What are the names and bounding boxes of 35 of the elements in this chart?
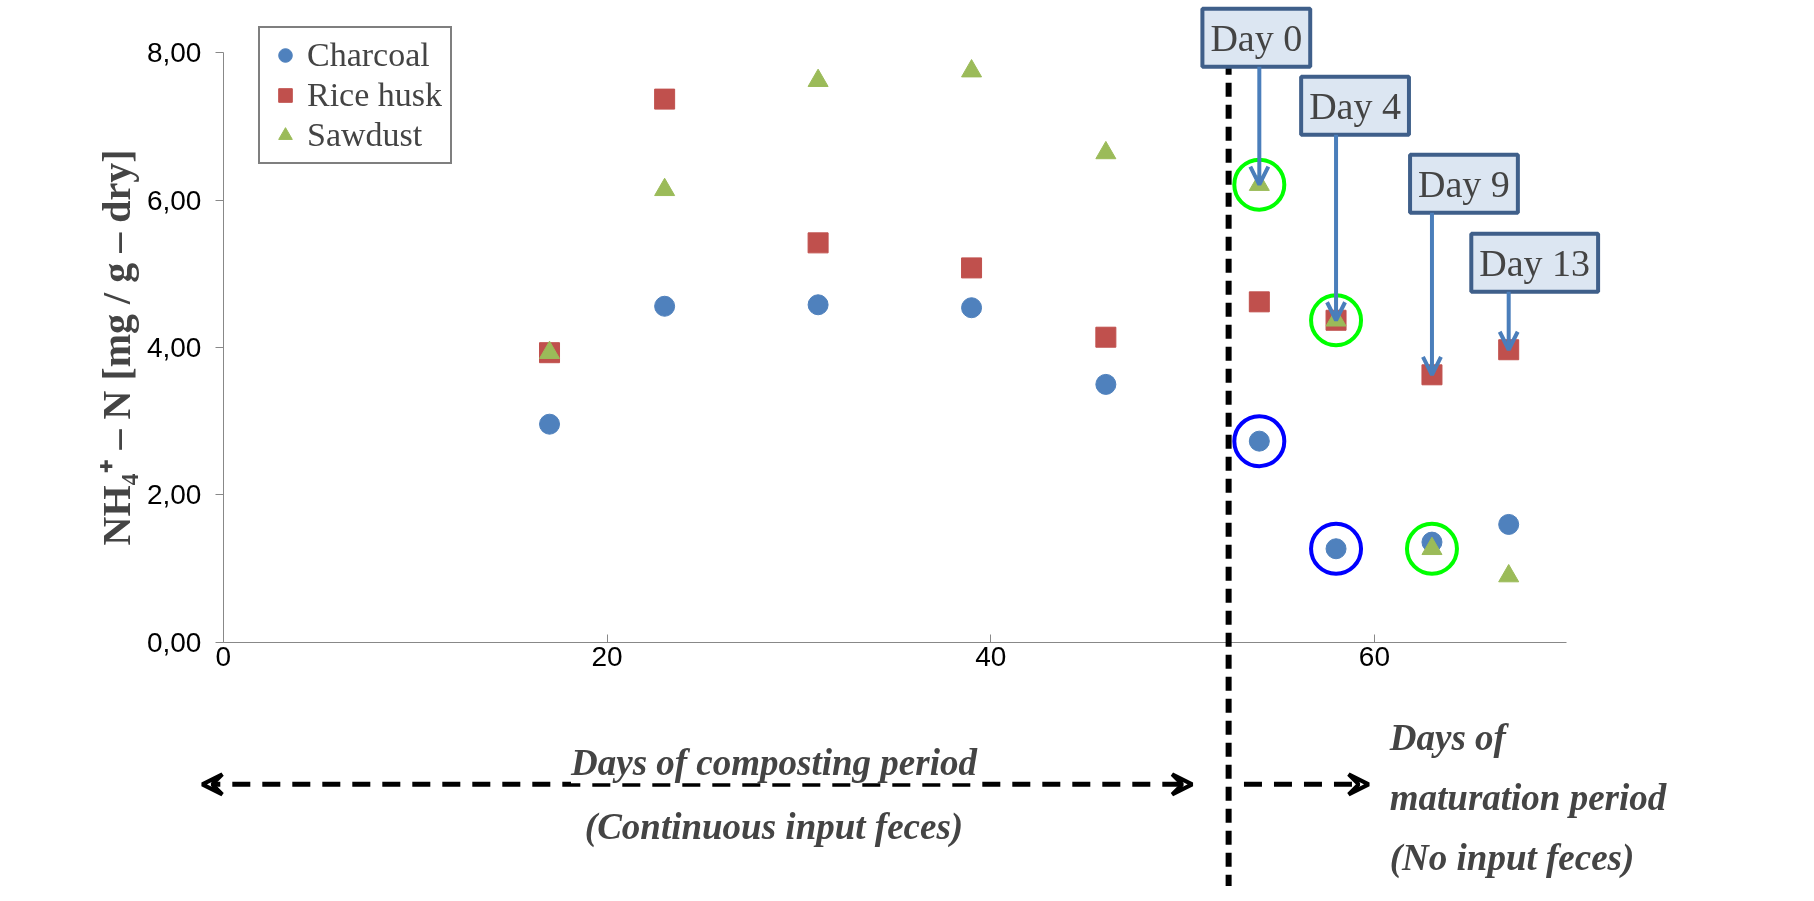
point (654, 295, 676, 317)
point (1309, 521, 1364, 576)
point (654, 88, 676, 110)
text: Days of composting period (Continuous input feces) (570, 742, 978, 849)
y-tick-label: 2,00 (146, 479, 202, 511)
point (1248, 291, 1270, 313)
x-tick-label: 40 (975, 641, 1007, 673)
point (1309, 293, 1364, 348)
point (1232, 157, 1287, 212)
point (539, 413, 561, 435)
annotation: Day 9 (1418, 162, 1510, 205)
point (1232, 414, 1287, 469)
x-tick-label: 20 (591, 641, 623, 673)
text: Days of maturation period (No input feces) (1388, 717, 1667, 880)
point (961, 257, 983, 279)
annotation: Day 4 (1309, 84, 1401, 127)
point (961, 297, 983, 319)
x-tick-label: 0 (215, 641, 232, 673)
y-tick-label: 6,00 (146, 184, 202, 216)
point (807, 294, 829, 316)
y-axis-title: NH₄⁺ – N [mg / g – dry] (94, 149, 139, 546)
y-tick-label: 0,00 (146, 626, 202, 658)
point (1404, 521, 1459, 576)
point (807, 232, 829, 254)
x-tick-label: 60 (1358, 641, 1390, 673)
annotation: Day 0 (1210, 16, 1303, 59)
y-tick-label: 4,00 (146, 332, 202, 364)
legend-label: Rice husk (307, 76, 443, 114)
legend-label: Sawdust (307, 116, 423, 154)
legend-label: Charcoal (307, 36, 430, 74)
annotation: Day 13 (1479, 241, 1591, 284)
point (1095, 326, 1117, 348)
y-tick-label: 8,00 (146, 37, 202, 69)
point (1498, 513, 1520, 535)
point (1095, 373, 1117, 395)
